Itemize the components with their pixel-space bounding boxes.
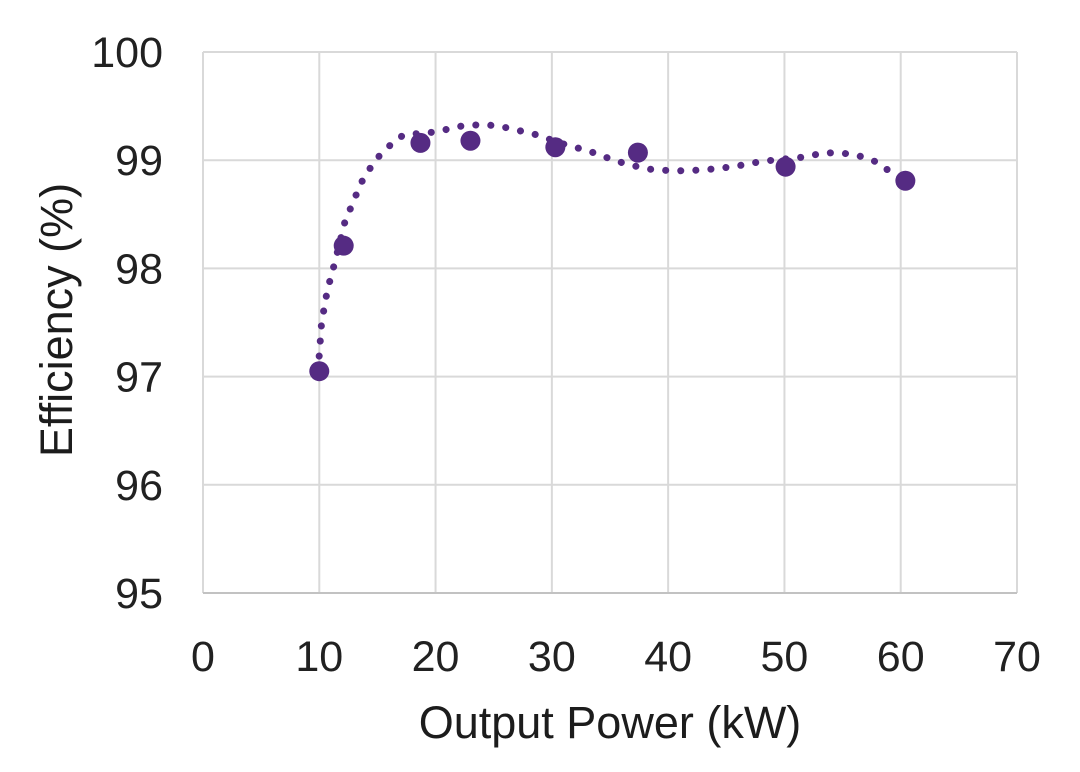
x-tick-label: 70 <box>993 633 1041 681</box>
data-point <box>460 130 481 151</box>
data-point <box>545 137 566 158</box>
y-tick-label: 95 <box>115 570 163 618</box>
x-tick-label: 30 <box>528 633 576 681</box>
data-point <box>410 132 431 153</box>
data-point <box>627 142 648 163</box>
y-tick-label: 97 <box>115 354 163 402</box>
x-tick-label: 10 <box>295 633 343 681</box>
x-tick-label: 0 <box>191 633 215 681</box>
x-tick-label: 60 <box>877 633 925 681</box>
y-tick-label: 98 <box>115 245 163 293</box>
data-point <box>333 235 354 256</box>
x-tick-label: 20 <box>412 633 460 681</box>
x-tick-label: 50 <box>761 633 809 681</box>
x-axis-title: Output Power (kW) <box>418 697 802 748</box>
x-tick-label: 40 <box>644 633 692 681</box>
y-tick-label: 96 <box>115 462 163 510</box>
data-point <box>775 156 796 177</box>
y-axis-title: Efficiency (%) <box>31 182 82 458</box>
y-tick-label: 100 <box>91 29 163 77</box>
y-tick-label: 99 <box>115 137 163 185</box>
trendline-dotted <box>314 120 909 375</box>
data-point <box>309 361 330 382</box>
data-point <box>895 170 916 191</box>
